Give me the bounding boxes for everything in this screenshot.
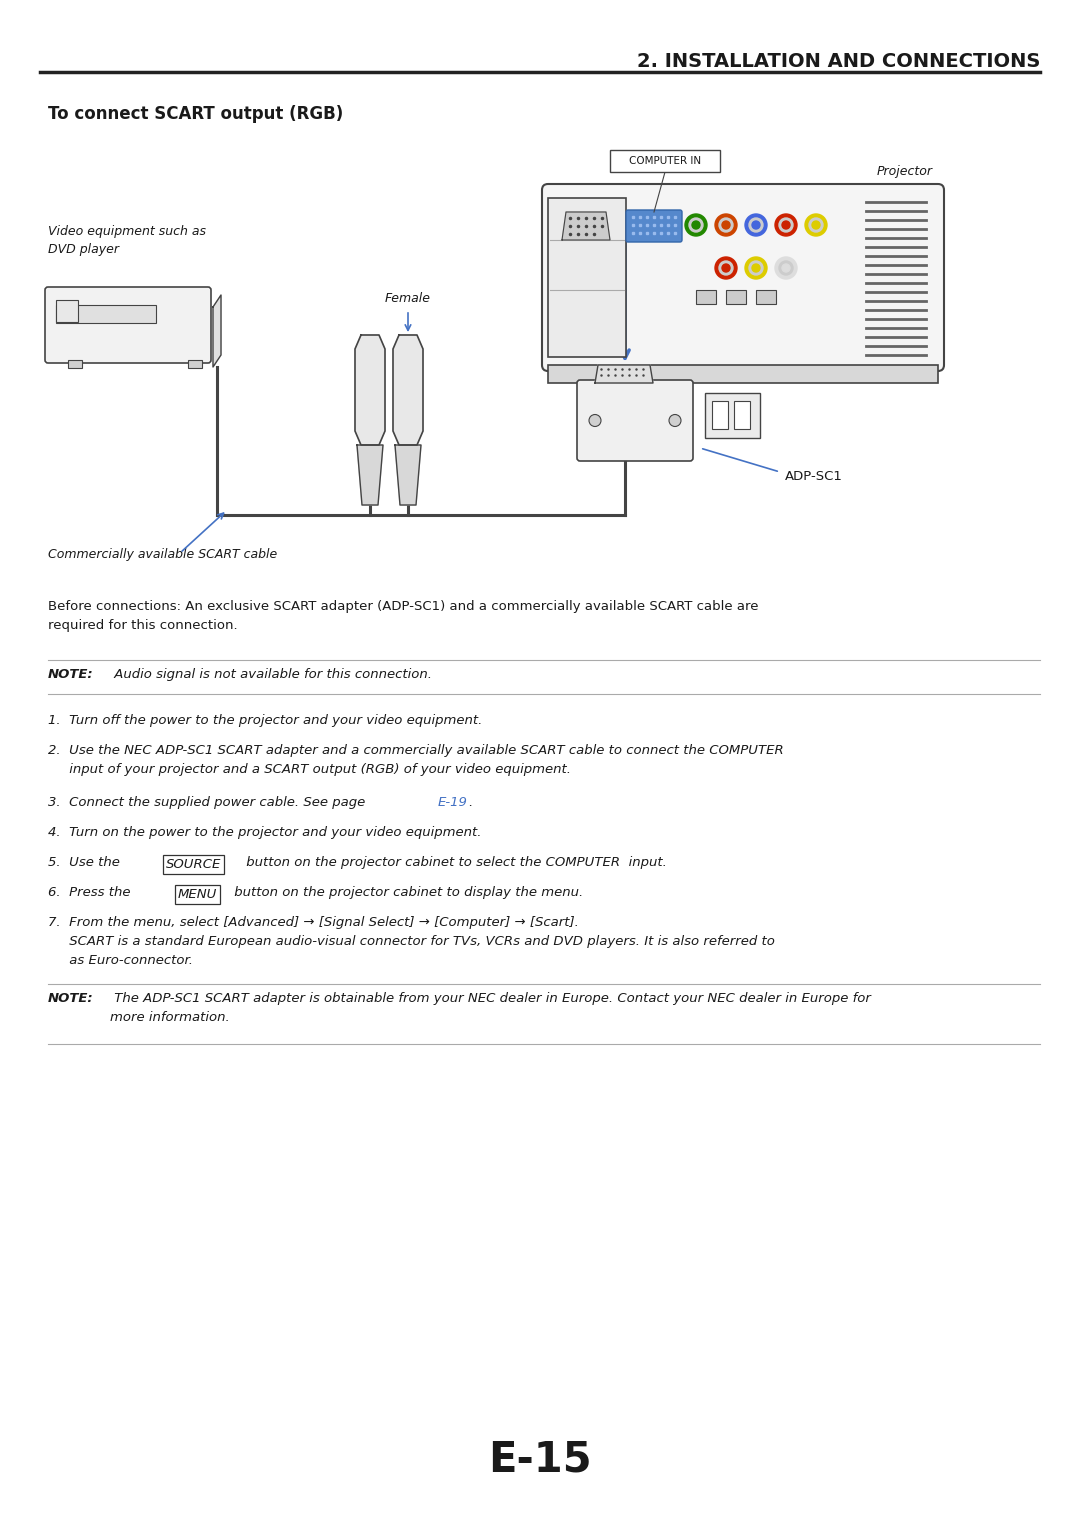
Circle shape <box>752 265 760 272</box>
Bar <box>705 393 760 437</box>
Circle shape <box>719 261 733 275</box>
Polygon shape <box>595 365 653 382</box>
Polygon shape <box>213 295 221 367</box>
Text: Video equipment such as
DVD player: Video equipment such as DVD player <box>48 225 206 255</box>
Polygon shape <box>393 335 423 445</box>
Circle shape <box>745 257 767 278</box>
Text: NOTE:: NOTE: <box>48 992 94 1005</box>
Circle shape <box>669 414 681 427</box>
Circle shape <box>689 219 703 232</box>
Circle shape <box>750 219 762 232</box>
Polygon shape <box>395 445 421 505</box>
Bar <box>734 401 750 430</box>
Circle shape <box>779 261 793 275</box>
Text: The ADP-SC1 SCART adapter is obtainable from your NEC dealer in Europe. Contact : The ADP-SC1 SCART adapter is obtainable … <box>110 992 870 1024</box>
Bar <box>188 359 202 368</box>
Text: SOURCE: SOURCE <box>166 858 221 872</box>
FancyBboxPatch shape <box>626 209 681 242</box>
Text: E-19: E-19 <box>438 797 468 809</box>
Circle shape <box>715 257 737 278</box>
Circle shape <box>745 214 767 235</box>
FancyBboxPatch shape <box>45 287 211 362</box>
Polygon shape <box>357 445 383 505</box>
Text: Female: Female <box>384 292 431 304</box>
Text: 7.  From the menu, select [Advanced] → [Signal Select] → [Computer] → [Scart].
 : 7. From the menu, select [Advanced] → [S… <box>48 916 774 966</box>
Text: Before connections: An exclusive SCART adapter (ADP-SC1) and a commercially avai: Before connections: An exclusive SCART a… <box>48 599 758 631</box>
Text: Audio signal is not available for this connection.: Audio signal is not available for this c… <box>110 668 432 680</box>
Bar <box>548 197 626 356</box>
Text: 3.  Connect the supplied power cable. See page: 3. Connect the supplied power cable. See… <box>48 797 369 809</box>
Text: 2.  Use the NEC ADP-SC1 SCART adapter and a commercially available SCART cable t: 2. Use the NEC ADP-SC1 SCART adapter and… <box>48 745 784 777</box>
Circle shape <box>812 222 820 229</box>
Circle shape <box>692 222 700 229</box>
FancyBboxPatch shape <box>542 183 944 372</box>
Circle shape <box>779 219 793 232</box>
Text: MENU: MENU <box>178 888 217 901</box>
Circle shape <box>782 265 789 272</box>
Circle shape <box>775 214 797 235</box>
Text: 4.  Turn on the power to the projector and your video equipment.: 4. Turn on the power to the projector an… <box>48 826 482 839</box>
Circle shape <box>805 214 827 235</box>
Bar <box>696 291 716 304</box>
Circle shape <box>715 214 737 235</box>
FancyBboxPatch shape <box>577 381 693 462</box>
Text: button on the projector cabinet to display the menu.: button on the projector cabinet to displ… <box>230 885 583 899</box>
Circle shape <box>719 219 733 232</box>
Text: To connect SCART output (RGB): To connect SCART output (RGB) <box>48 106 343 122</box>
Text: .: . <box>468 797 472 809</box>
Text: 1.  Turn off the power to the projector and your video equipment.: 1. Turn off the power to the projector a… <box>48 714 483 726</box>
Bar <box>548 365 939 382</box>
Circle shape <box>750 261 762 275</box>
Text: E-15: E-15 <box>488 1437 592 1480</box>
Text: COMPUTER IN: COMPUTER IN <box>629 156 701 167</box>
Circle shape <box>809 219 823 232</box>
Circle shape <box>723 265 730 272</box>
Bar <box>756 291 777 304</box>
Polygon shape <box>355 335 384 445</box>
Circle shape <box>685 214 707 235</box>
Bar <box>726 291 746 304</box>
Text: 5.  Use the: 5. Use the <box>48 856 124 868</box>
Bar <box>68 359 82 368</box>
Circle shape <box>752 222 760 229</box>
Bar <box>56 304 156 323</box>
Text: Commercially available SCART cable: Commercially available SCART cable <box>48 547 278 561</box>
Polygon shape <box>562 213 610 240</box>
Circle shape <box>589 414 600 427</box>
Bar <box>56 300 78 323</box>
Text: 6.  Press the: 6. Press the <box>48 885 135 899</box>
Circle shape <box>723 222 730 229</box>
Text: Projector: Projector <box>877 165 933 177</box>
Text: 2. INSTALLATION AND CONNECTIONS: 2. INSTALLATION AND CONNECTIONS <box>636 52 1040 70</box>
Text: NOTE:: NOTE: <box>48 668 94 680</box>
Text: button on the projector cabinet to select the COMPUTER  input.: button on the projector cabinet to selec… <box>242 856 666 868</box>
Text: ADP-SC1: ADP-SC1 <box>785 469 842 483</box>
Circle shape <box>782 222 789 229</box>
Circle shape <box>775 257 797 278</box>
Bar <box>712 401 728 430</box>
Bar <box>610 150 720 171</box>
